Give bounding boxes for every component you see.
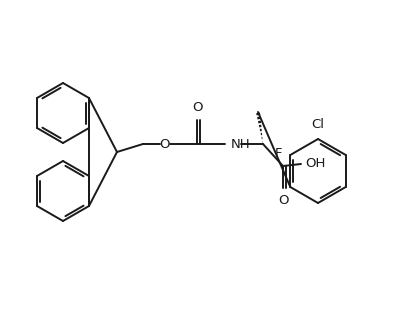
Text: O: O xyxy=(193,101,203,114)
Text: Cl: Cl xyxy=(312,118,324,131)
Text: OH: OH xyxy=(305,156,325,170)
Text: O: O xyxy=(279,194,289,207)
Text: NH: NH xyxy=(231,138,251,150)
Text: O: O xyxy=(160,138,170,150)
Text: F: F xyxy=(275,146,282,159)
